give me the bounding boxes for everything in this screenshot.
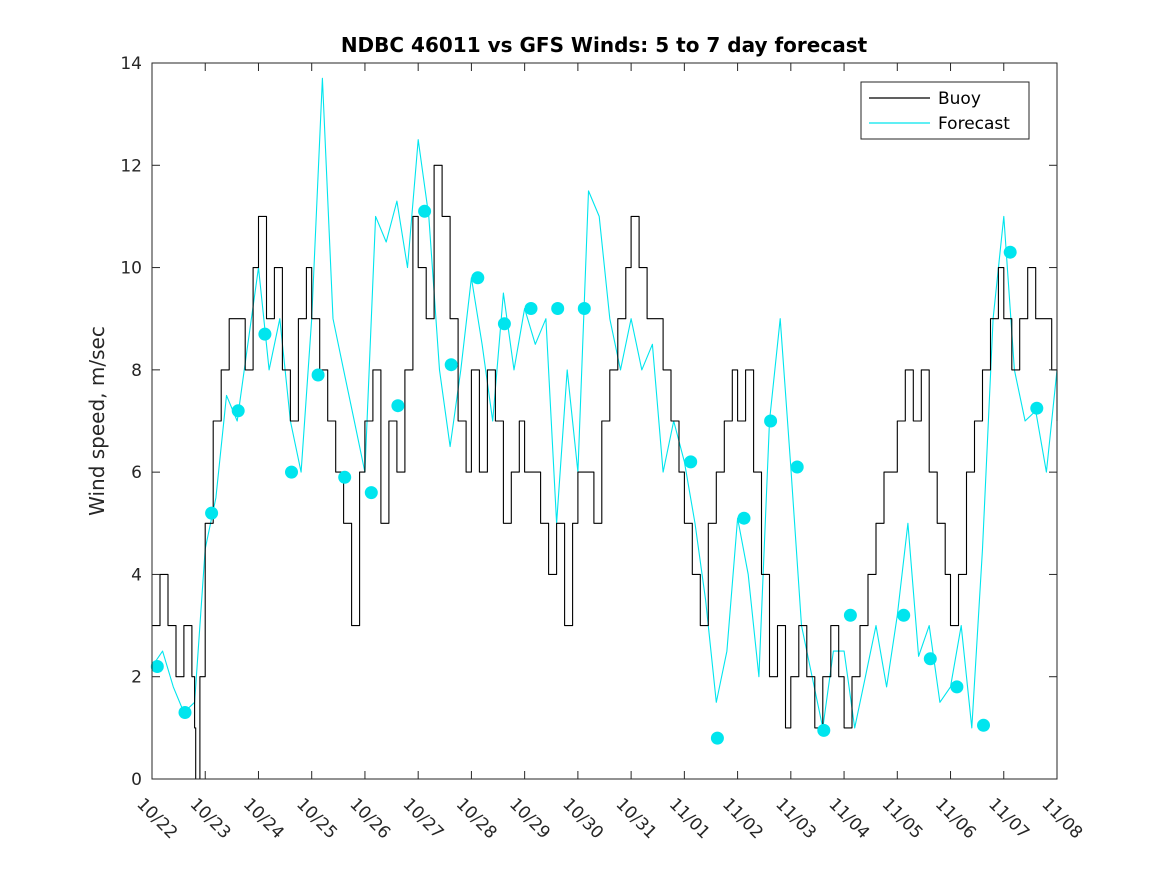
forecast-marker — [843, 608, 857, 622]
forecast-marker — [258, 327, 272, 341]
legend-label-buoy: Buoy — [938, 89, 981, 109]
forecast-marker — [311, 368, 325, 382]
plot-frame — [151, 62, 1058, 780]
forecast-marker — [497, 317, 511, 331]
forecast-marker — [764, 414, 778, 428]
forecast-marker — [150, 660, 164, 673]
forecast-marker — [471, 271, 485, 285]
legend-label-forecast: Forecast — [938, 114, 1010, 134]
chart-title: NDBC 46011 vs GFS Winds: 5 to 7 day fore… — [341, 33, 868, 57]
series-line-forecast — [151, 77, 1058, 729]
series-layer — [151, 77, 1058, 780]
marker-layer — [150, 204, 1044, 745]
forecast-marker — [444, 358, 458, 372]
y-tick-label: 12 — [120, 156, 142, 176]
forecast-marker — [1030, 401, 1044, 415]
y-axis-label: Wind speed, m/sec — [85, 326, 109, 516]
y-tick-label: 4 — [131, 565, 142, 585]
y-tick-label: 14 — [120, 54, 142, 74]
forecast-marker — [817, 723, 831, 737]
y-tick-label: 2 — [131, 668, 142, 688]
forecast-marker — [338, 470, 352, 484]
forecast-marker — [524, 302, 538, 315]
forecast-marker — [923, 652, 937, 666]
forecast-marker — [710, 731, 724, 745]
forecast-marker — [950, 680, 964, 694]
forecast-marker — [684, 455, 698, 469]
forecast-marker — [364, 486, 378, 500]
forecast-marker — [1003, 245, 1017, 259]
forecast-marker — [897, 608, 911, 622]
forecast-marker — [231, 404, 245, 418]
series-line-buoy — [152, 164, 1058, 780]
legend: Buoy Forecast — [860, 81, 1030, 140]
forecast-marker — [577, 302, 591, 315]
forecast-marker — [551, 302, 565, 315]
legend-box — [860, 81, 1030, 140]
y-tick-label: 0 — [131, 770, 142, 790]
forecast-marker — [790, 460, 804, 474]
y-tick-label: 6 — [131, 463, 142, 483]
forecast-marker — [178, 706, 192, 719]
forecast-marker — [205, 506, 219, 520]
forecast-marker — [391, 399, 405, 413]
forecast-marker — [418, 204, 432, 218]
y-tick-label: 10 — [120, 259, 142, 279]
y-tick-label: 8 — [131, 361, 142, 381]
forecast-marker — [285, 465, 298, 479]
y-axis: 0 2 4 6 8 10 12 14 — [120, 54, 1057, 790]
forecast-marker — [737, 511, 751, 525]
forecast-marker — [977, 718, 990, 732]
